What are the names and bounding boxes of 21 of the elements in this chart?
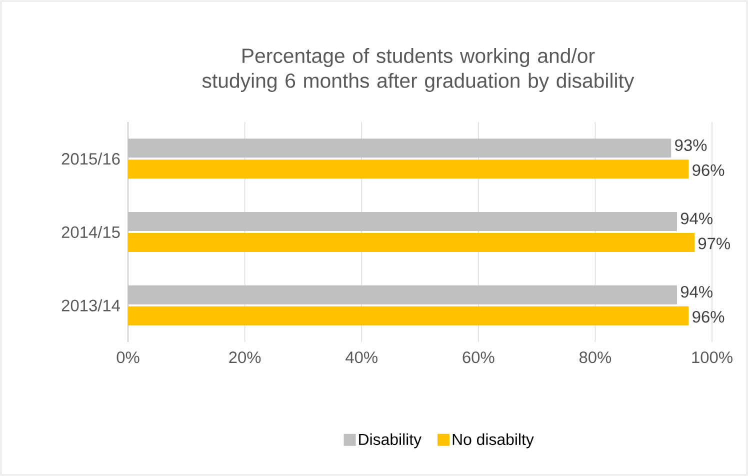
bar bbox=[128, 306, 689, 326]
legend-label: Disability bbox=[359, 433, 422, 448]
x-tick-label: 100% bbox=[692, 352, 732, 364]
y-tick-label: 2015/16 bbox=[62, 152, 120, 165]
x-tick-label: 0% bbox=[116, 352, 140, 364]
data-label: 96% bbox=[692, 310, 724, 323]
data-label: 94% bbox=[680, 212, 712, 224]
x-tick-label: 40% bbox=[346, 352, 378, 364]
legend-label: No disabilty bbox=[452, 433, 534, 448]
x-tick-label: 20% bbox=[229, 352, 261, 364]
x-tick-label: 80% bbox=[579, 352, 612, 364]
y-tick-label: 2014/15 bbox=[62, 226, 120, 238]
y-tick-label: 2013/14 bbox=[62, 299, 120, 312]
chart-title: Percentage of students working and/or studying 6 months after graduation by disability bbox=[202, 48, 634, 92]
bar bbox=[128, 160, 689, 179]
data-label: 97% bbox=[698, 238, 730, 250]
data-label: 96% bbox=[692, 164, 724, 176]
data-label: 93% bbox=[675, 139, 707, 151]
x-tick-label: 60% bbox=[462, 352, 494, 364]
data-label: 94% bbox=[680, 286, 712, 298]
bar bbox=[128, 232, 694, 252]
